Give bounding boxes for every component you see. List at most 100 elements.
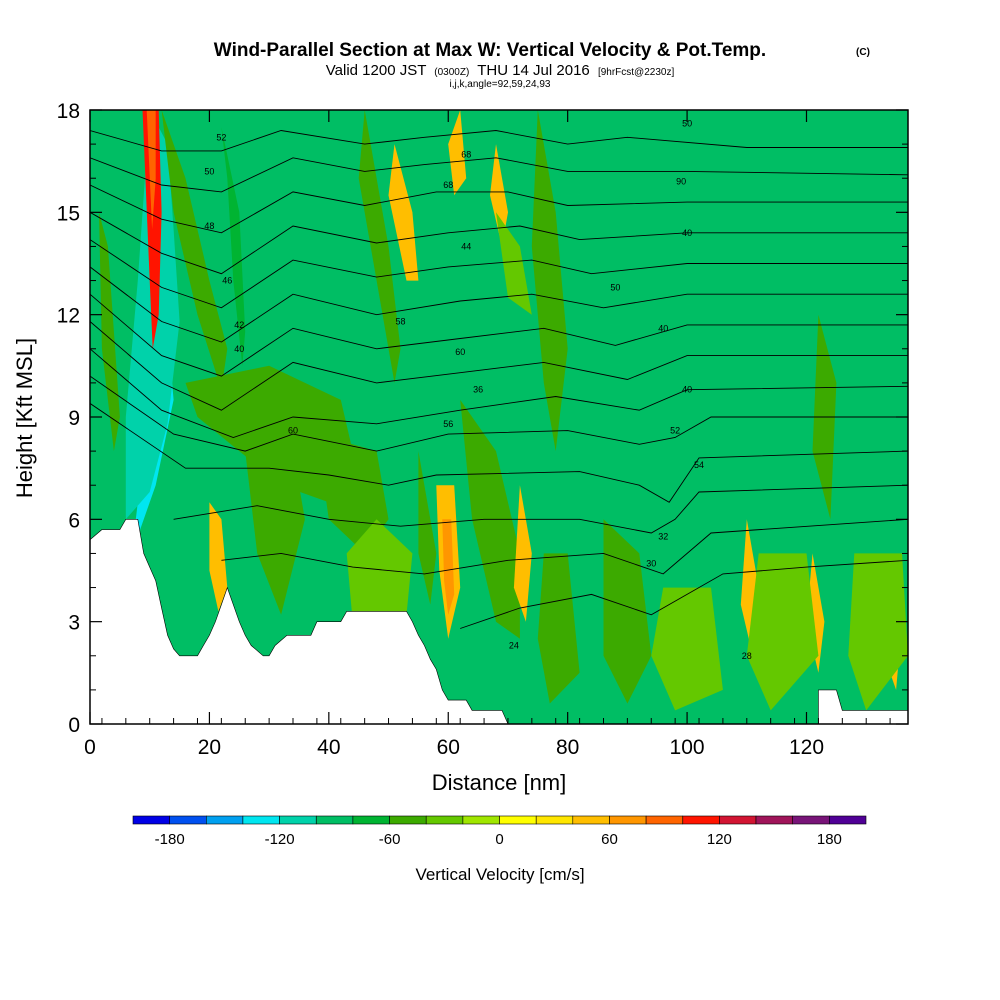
velocity-region bbox=[496, 212, 532, 315]
contour-label: 68 bbox=[443, 180, 453, 190]
colorbar-swatch bbox=[792, 815, 830, 825]
terrain-layer bbox=[90, 519, 908, 724]
isentrope-line bbox=[90, 239, 908, 309]
velocity-region bbox=[221, 127, 246, 366]
colorbar-swatch bbox=[132, 815, 171, 825]
velocity-region bbox=[448, 110, 467, 196]
velocity-region bbox=[746, 553, 819, 711]
isentrope-line bbox=[90, 157, 908, 193]
isentrope-line bbox=[90, 321, 908, 411]
velocity-region bbox=[346, 519, 413, 622]
velocity-region bbox=[185, 365, 353, 503]
x-axis-label: Distance [nm] bbox=[432, 770, 567, 795]
isentrope-line bbox=[90, 375, 908, 452]
colorbar-swatch bbox=[169, 815, 207, 825]
colorbar-label: Vertical Velocity [cm/s] bbox=[415, 865, 584, 884]
chart-ijk-line: i,j,k,angle=92,59,24,93 bbox=[450, 79, 551, 90]
colorbar-swatch bbox=[535, 815, 574, 825]
contour-label: 24 bbox=[509, 641, 519, 651]
colorbar-tick-label: 120 bbox=[707, 831, 732, 848]
contour-label: 58 bbox=[395, 317, 405, 327]
colorbar-swatch bbox=[242, 815, 280, 825]
contour-label: 54 bbox=[694, 460, 704, 470]
x-tick-label: 120 bbox=[789, 736, 824, 759]
x-tick-label: 0 bbox=[84, 736, 96, 759]
colorbar-tick-label: -120 bbox=[265, 831, 295, 848]
terrain-mask bbox=[90, 519, 908, 724]
isentrope-line bbox=[173, 484, 908, 534]
plot-area: 6056525432302824525048464240586036446868… bbox=[57, 100, 909, 759]
isentrope-contours bbox=[90, 130, 908, 629]
contour-label: 40 bbox=[658, 323, 668, 333]
velocity-region bbox=[651, 587, 723, 711]
colorbar-tick-label: -180 bbox=[155, 831, 185, 848]
y-tick-label: 6 bbox=[68, 509, 80, 532]
contour-label: 56 bbox=[443, 419, 453, 429]
contour-label: 50 bbox=[610, 282, 620, 292]
velocity-region bbox=[209, 502, 228, 612]
y-tick-label: 9 bbox=[68, 407, 80, 430]
contour-label: 68 bbox=[461, 149, 471, 159]
y-tick-label: 12 bbox=[57, 305, 80, 328]
contour-label: 30 bbox=[646, 559, 656, 569]
velocity-region bbox=[388, 144, 419, 281]
isentrope-line bbox=[90, 184, 908, 234]
velocity-region bbox=[806, 553, 825, 673]
contour-label: 46 bbox=[222, 276, 232, 286]
colorbar-swatch bbox=[206, 815, 244, 825]
contour-label: 52 bbox=[216, 132, 226, 142]
x-tick-label: 60 bbox=[437, 736, 460, 759]
velocity-region bbox=[245, 451, 305, 615]
colorbar-swatch bbox=[719, 815, 757, 825]
contour-label: 48 bbox=[204, 221, 214, 231]
colorbar-swatch bbox=[462, 815, 500, 825]
isentrope-line bbox=[221, 518, 908, 575]
isentrope-line bbox=[90, 266, 908, 343]
colorbar-tick-label: 0 bbox=[495, 831, 503, 848]
contour-label: 42 bbox=[234, 320, 244, 330]
velocity-region bbox=[161, 110, 228, 390]
contour-label: 60 bbox=[288, 426, 298, 436]
colorbar-swatch bbox=[279, 815, 317, 825]
y-tick-label: 0 bbox=[68, 714, 80, 737]
colorbar-swatch bbox=[682, 815, 720, 825]
colorbar-tick-label: 60 bbox=[601, 831, 618, 848]
subtitle-utc: (0300Z) bbox=[434, 67, 469, 78]
isentrope-line bbox=[90, 211, 908, 275]
velocity-region bbox=[146, 110, 156, 230]
isentrope-line bbox=[90, 348, 908, 438]
contour-label: 60 bbox=[455, 347, 465, 357]
velocity-region bbox=[490, 144, 508, 247]
velocity-region bbox=[99, 212, 120, 452]
x-tick-label: 100 bbox=[670, 736, 705, 759]
contour-label: 28 bbox=[742, 651, 752, 661]
velocity-region bbox=[537, 553, 580, 704]
chart-title: Wind-Parallel Section at Max W: Vertical… bbox=[214, 40, 766, 61]
x-tick-label: 20 bbox=[198, 736, 221, 759]
colorbar-swatch bbox=[609, 815, 647, 825]
colorbar-swatch bbox=[315, 815, 354, 825]
subtitle-date: THU 14 Jul 2016 bbox=[477, 62, 590, 79]
x-tick-label: 80 bbox=[556, 736, 579, 759]
colorbar-tick-label: 180 bbox=[817, 831, 842, 848]
contour-label: 52 bbox=[670, 426, 680, 436]
chart-title-tag: (C) bbox=[856, 47, 870, 58]
chart-subtitle: Valid 1200 JST (0300Z) THU 14 Jul 2016 [… bbox=[326, 62, 675, 79]
contour-label: 40 bbox=[682, 385, 692, 395]
contour-label: 36 bbox=[473, 385, 483, 395]
velocity-region bbox=[358, 110, 401, 383]
contour-labels: 60 56 52 54 32 30 28 24 52 50 48 46 42 40 58 60 36 44 68 68… bbox=[204, 119, 751, 661]
contour-label: 40 bbox=[682, 228, 692, 238]
colorbar-swatch bbox=[352, 815, 390, 825]
colorbar-swatch bbox=[645, 815, 683, 825]
velocity-region bbox=[142, 110, 162, 349]
isentrope-line bbox=[90, 293, 908, 377]
subtitle-fcst: [9hrFcst@2230z] bbox=[598, 67, 675, 78]
contour-label: 32 bbox=[658, 531, 668, 541]
colorbar-swatch bbox=[499, 815, 537, 825]
contour-label: 40 bbox=[234, 344, 244, 354]
x-tick-label: 40 bbox=[317, 736, 340, 759]
contour-label: 44 bbox=[461, 241, 471, 251]
y-tick-label: 18 bbox=[57, 100, 80, 123]
colorbar-swatch bbox=[572, 815, 610, 825]
